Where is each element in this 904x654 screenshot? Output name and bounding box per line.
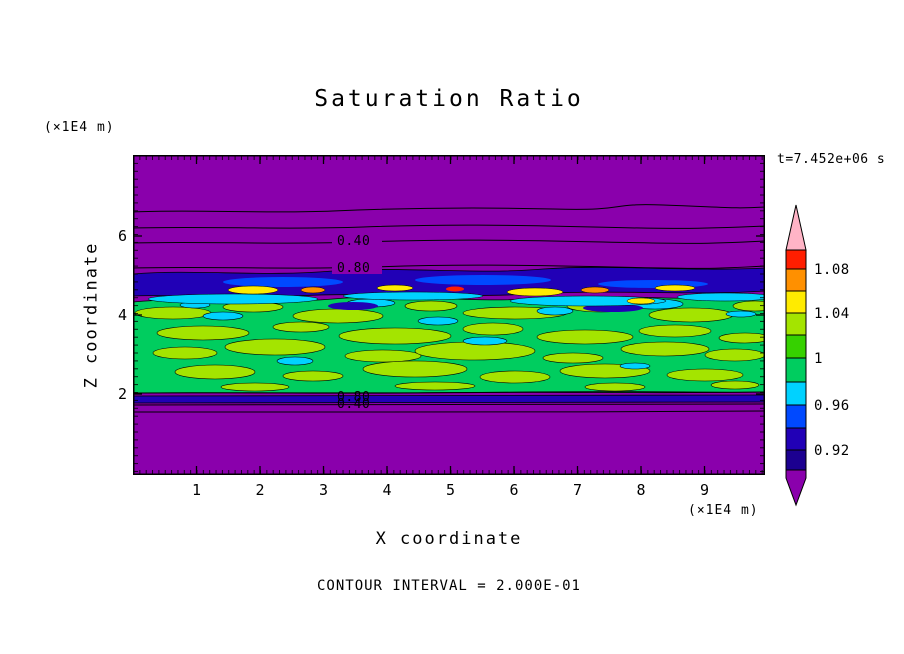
y-tick-label-6: 6 <box>117 227 127 245</box>
contour-interval-note: CONTOUR INTERVAL = 2.000E-01 <box>316 578 581 594</box>
colorbar-labels: 1.08 1.04 1 0.96 0.92 <box>814 262 850 459</box>
x-tick-label-8: 8 <box>636 481 646 499</box>
time-annotation: t=7.452e+06 s <box>777 152 886 167</box>
x-tick-label-5: 5 <box>445 481 456 499</box>
colorbar: 1.08 1.04 1 0.96 0.92 <box>785 204 850 507</box>
orange-streaks <box>300 286 610 294</box>
contour-labels: 0.40 0.80 0.80 0.40 <box>332 233 382 412</box>
x-tick-label-9: 9 <box>699 481 710 499</box>
plot-title: Saturation Ratio <box>314 86 584 112</box>
x-axis-unit: (×1E4 m) <box>688 503 759 518</box>
colorbar-label-108: 1.08 <box>814 262 850 278</box>
colorbar-label-096: 0.96 <box>814 398 850 414</box>
cyan-patches <box>179 298 757 370</box>
contour-label-040-upper: 0.40 <box>337 234 370 249</box>
x-tick-label-2: 2 <box>255 481 265 499</box>
upper-contour-lines <box>133 204 765 269</box>
colorbar-arrow-down <box>785 469 807 507</box>
colorbar-label-100: 1 <box>814 351 823 367</box>
x-tick-label-4: 4 <box>382 481 392 499</box>
contour-plot: 0.40 0.80 0.80 0.40 <box>133 155 765 475</box>
plot-frame <box>133 155 765 475</box>
red-speck <box>446 286 464 292</box>
x-tick-label-7: 7 <box>572 481 583 499</box>
y-tick-label-2: 2 <box>117 385 127 403</box>
x-tick-label-6: 6 <box>509 481 519 499</box>
contour-label-080-lower: 0.80 <box>337 390 370 405</box>
colorbar-label-104: 1.04 <box>814 306 850 322</box>
yellow-streaks <box>227 284 696 305</box>
contour-label-040-lower: 0.40 <box>337 397 370 412</box>
contour-label-080-upper: 0.80 <box>337 261 370 276</box>
cyan-band-streaks <box>147 291 765 307</box>
y-tick-label-4: 4 <box>117 306 127 324</box>
x-tick-label-3: 3 <box>318 481 329 499</box>
colorbar-label-092: 0.92 <box>814 443 850 459</box>
lower-contour-band <box>133 391 765 413</box>
x-tick-label-1: 1 <box>191 481 202 499</box>
colorbar-segments <box>785 204 807 507</box>
colorbar-arrow-up <box>785 204 807 251</box>
y-axis-unit: (×1E4 m) <box>44 120 115 135</box>
x-axis-title: X coordinate <box>375 529 523 549</box>
